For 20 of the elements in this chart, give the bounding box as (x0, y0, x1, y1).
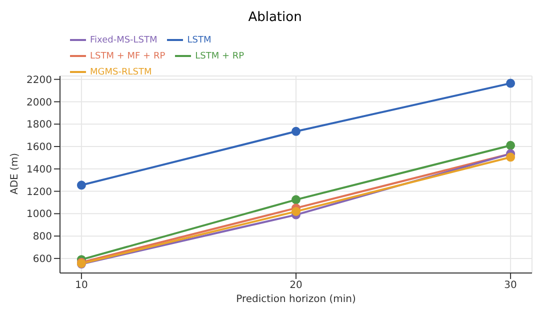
y-tick-label: 2200 (26, 74, 52, 86)
x-axis-title: Prediction horizon (min) (236, 294, 356, 306)
legend-label: LSTM (187, 35, 212, 46)
x-tick-label: 10 (75, 280, 88, 292)
y-axis-title: ADE (m) (10, 152, 21, 194)
legend-label: MGMS-RLSTM (90, 67, 152, 78)
chart-title: Ablation (247, 10, 303, 25)
y-tick-label: 600 (32, 254, 52, 265)
y-tick-label: 1200 (26, 186, 52, 198)
legend-label: LSTM + RP (195, 51, 244, 62)
x-tick-label: 30 (504, 280, 517, 292)
y-tick-label: 1600 (26, 142, 52, 154)
y-tick-label: 800 (32, 232, 52, 243)
legend-label: Fixed-MS-LSTM (90, 35, 158, 46)
y-tick-label: 1400 (26, 164, 52, 176)
y-tick-label: 1000 (26, 209, 52, 220)
y-tick-label: 2000 (26, 97, 52, 108)
x-tick-label: 20 (290, 280, 302, 292)
legend-label: LSTM + MF + RP (90, 51, 166, 62)
y-tick-label: 1800 (26, 120, 52, 131)
